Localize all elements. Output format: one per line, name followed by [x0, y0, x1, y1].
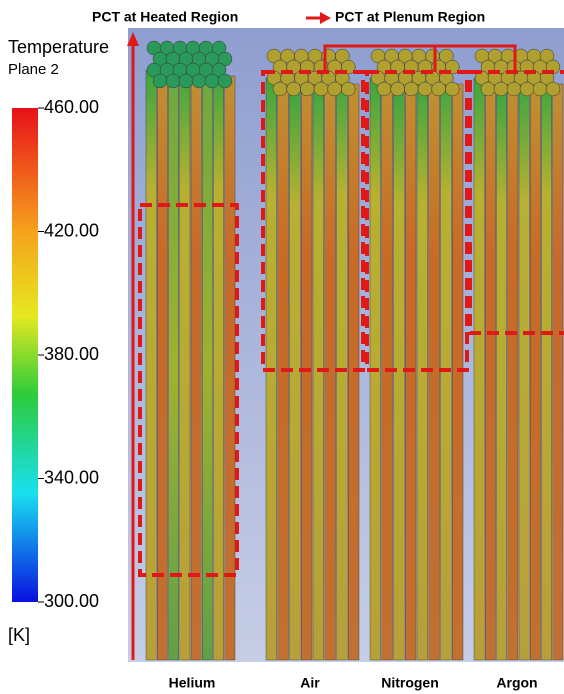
rod-top [520, 82, 534, 96]
rod [474, 78, 484, 660]
rod-top [153, 74, 167, 88]
rod-top [166, 74, 180, 88]
rod-top [533, 82, 547, 96]
rod-top [314, 82, 328, 96]
rod-top [287, 82, 301, 96]
rod-top [273, 82, 287, 96]
rod-top [546, 82, 560, 96]
rod [519, 84, 529, 660]
rod-top [192, 74, 206, 88]
annotation: PCT at Heated Region [92, 9, 238, 25]
rod [191, 76, 201, 660]
rod [325, 90, 336, 660]
colorbar [12, 108, 38, 602]
rod-top [418, 82, 432, 96]
rod [553, 84, 563, 660]
panel-label: Argon [496, 675, 537, 691]
colorbar-title: Temperature [8, 37, 109, 57]
figure: PCT at Heated Region PCT at Plenum Regio… [0, 0, 564, 694]
rod [497, 90, 507, 660]
rod-top [391, 82, 405, 96]
rod [542, 78, 552, 660]
rod [225, 76, 235, 660]
rod [180, 70, 190, 660]
annotation: PCT at Plenum Region [335, 9, 485, 25]
panel-label: Helium [169, 675, 216, 691]
rod-top [507, 82, 521, 96]
colorbar-subtitle: Plane 2 [8, 61, 59, 78]
tick-label: 300.00 [44, 591, 99, 611]
rod [530, 90, 540, 660]
panel-label: Air [300, 675, 320, 691]
rod-top [341, 82, 355, 96]
rod-bundles [146, 41, 563, 660]
rod-top [494, 82, 508, 96]
tick-label: 340.00 [44, 467, 99, 487]
tick-label: 380.00 [44, 344, 99, 364]
rod-top [445, 82, 459, 96]
rod-top [432, 82, 446, 96]
rod [394, 90, 405, 660]
rod-top [481, 82, 495, 96]
rod [485, 84, 495, 660]
rod [157, 76, 167, 660]
panel-label: Nitrogen [381, 675, 439, 691]
rod-top [205, 74, 219, 88]
rod-top [218, 74, 232, 88]
rod [508, 78, 518, 660]
rod [290, 90, 301, 660]
rod [429, 90, 440, 660]
rod [146, 70, 156, 660]
rod-top [404, 82, 418, 96]
tick-label: 420.00 [44, 220, 99, 240]
rod-top [179, 74, 193, 88]
colorbar-unit: [K] [8, 625, 30, 645]
rod [214, 70, 224, 660]
rod-top [377, 82, 391, 96]
tick-label: 460.00 [44, 97, 99, 117]
rod-top [300, 82, 314, 96]
rod-top [328, 82, 342, 96]
